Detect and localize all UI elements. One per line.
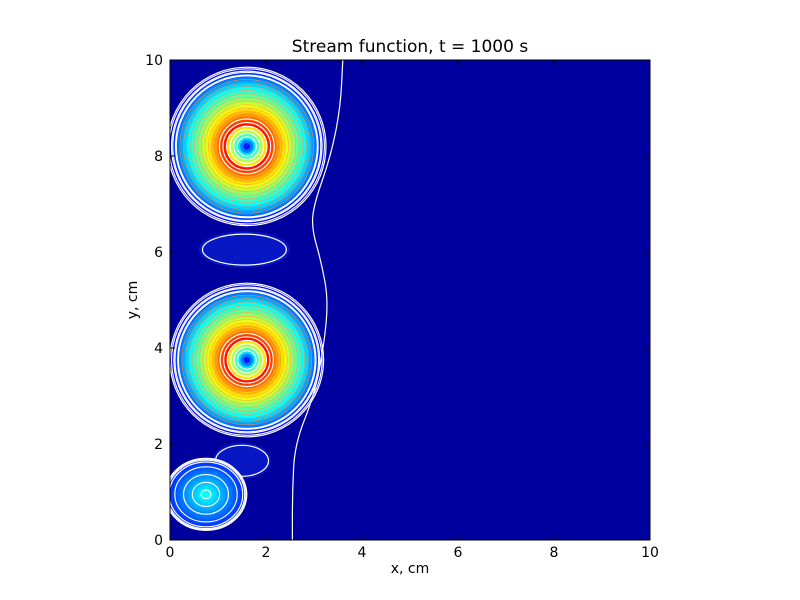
vortex-lower-contours (170, 457, 248, 531)
contour-ring (170, 66, 327, 227)
contour-ring (200, 489, 212, 500)
contour-ring (172, 71, 322, 221)
contour-ring (215, 115, 279, 178)
contour-ring (230, 343, 264, 377)
vortex-middle-contours (170, 282, 325, 438)
chart-title: Stream function, t = 1000 s (292, 37, 529, 57)
vortex-middle (170, 283, 324, 437)
contour-ring (209, 322, 285, 398)
contour-ring (170, 284, 323, 436)
contour-ring (197, 97, 297, 196)
contour-ring (170, 70, 323, 223)
x-axis-ticks: 0 2 4 6 8 10 (166, 60, 659, 561)
x-tick-label: 6 (454, 545, 463, 561)
contour-ring (188, 301, 305, 419)
contour-ring (195, 308, 299, 412)
y-tick-label: 10 (145, 53, 163, 69)
contour-ring (170, 68, 325, 225)
vortex-band (204, 492, 208, 496)
contour-ring (237, 350, 257, 370)
contour-ring (177, 290, 317, 430)
contour-ring (208, 107, 286, 185)
contour-ring (202, 315, 292, 405)
x-tick-label: 4 (358, 545, 367, 561)
secondary-cell-contour (201, 233, 287, 266)
contour-ring (185, 298, 309, 422)
y-axis-ticks: 0 2 4 6 8 10 (145, 53, 650, 549)
plot-frame (169, 59, 651, 541)
contour-ring (229, 129, 265, 164)
contour-ring (199, 312, 295, 408)
contour-ring (170, 461, 244, 528)
vortex-upper (170, 67, 326, 226)
y-tick-label: 4 (154, 341, 163, 357)
x-tick-label: 2 (262, 545, 271, 561)
contour-ring (192, 305, 302, 415)
contour-ring (219, 332, 274, 388)
contour-ring (226, 339, 267, 381)
y-tick-label: 6 (154, 245, 163, 261)
contour-ring (218, 118, 275, 175)
contour-ring (183, 474, 229, 515)
plot-area (170, 60, 650, 540)
contour-ring (222, 122, 272, 171)
contour-ring (193, 93, 300, 200)
contour-lines (170, 60, 344, 540)
contour-ring (174, 74, 319, 219)
vortex-upper-contours (170, 66, 327, 227)
contour-ring (223, 336, 271, 384)
contour-ring (173, 286, 321, 434)
y-tick-label: 0 (154, 533, 163, 549)
contour-ring (225, 125, 268, 168)
contour-ring (170, 459, 246, 530)
contour-ring (233, 346, 261, 374)
y-axis-label: y, cm (125, 281, 141, 320)
contour-ring (236, 136, 257, 157)
x-axis-label: x, cm (391, 561, 430, 577)
contour-ring (191, 481, 221, 508)
contour-ring (216, 329, 278, 391)
contour-ring (177, 291, 316, 429)
contour-ring (170, 457, 248, 531)
contour-ring (175, 75, 318, 218)
contour-ring (174, 287, 320, 433)
contour-ring (181, 294, 312, 426)
contour-ring (201, 100, 293, 193)
contour-ring (174, 466, 238, 523)
secondary-cell-fill (198, 231, 290, 268)
contour-ring (170, 458, 247, 531)
x-tick-label: 8 (550, 545, 559, 561)
secondary-cell (198, 231, 290, 268)
contour-ring (211, 111, 282, 182)
x-tick-label: 10 (641, 545, 659, 561)
contour-ring (212, 326, 281, 394)
contour-ring (170, 282, 325, 438)
y-tick-label: 8 (154, 149, 163, 165)
contour-ring (183, 82, 311, 210)
y-tick-label: 2 (154, 437, 163, 453)
contour-ring (233, 132, 261, 161)
contour-ring (186, 86, 307, 207)
contour-ring (179, 79, 314, 214)
vortex-band (243, 143, 251, 150)
contour-ring (205, 319, 288, 401)
zero-contour-line (291, 60, 344, 540)
contour-ring (190, 89, 304, 203)
contour-ring (204, 104, 289, 189)
vortex-band (243, 356, 250, 364)
x-tick-label: 0 (166, 545, 175, 561)
